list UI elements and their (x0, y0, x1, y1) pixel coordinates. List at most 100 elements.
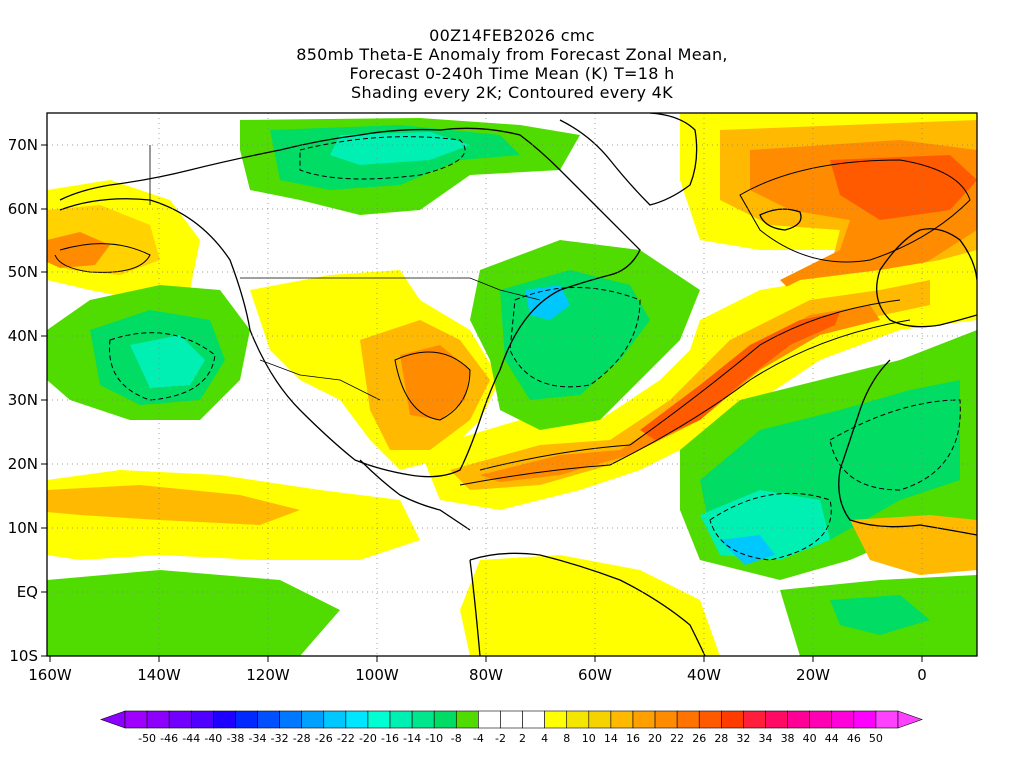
lat-label-50n: 50N (8, 263, 38, 281)
colorbar-swatch (588, 710, 612, 729)
colorbar-swatch (213, 710, 236, 729)
colorbar-swatch (676, 710, 700, 729)
lat-label-70n: 70N (8, 136, 38, 154)
lat-label-60n: 60N (8, 200, 38, 218)
colorbar-swatch (478, 710, 501, 729)
contour-line (459, 319, 911, 486)
coastline-europe (876, 228, 977, 328)
lon-label-120w: 120W (246, 666, 290, 684)
colorbar-swatch (323, 710, 347, 729)
colorbar-label: 14 (604, 732, 618, 745)
colorbar-label: -22 (337, 732, 355, 745)
coastline-greenland (559, 113, 698, 206)
title-line-2: 850mb Theta-E Anomaly from Forecast Zona… (296, 45, 728, 64)
political-borders (149, 145, 541, 401)
anomaly-region-eq-cold-west (47, 570, 340, 656)
colorbar-swatch (411, 710, 435, 729)
colorbar-label: -14 (403, 732, 421, 745)
colorbar-swatch (654, 710, 678, 729)
colorbar-label: 32 (736, 732, 750, 745)
colorbar-swatch (190, 710, 214, 729)
colorbar-label: -44 (182, 732, 200, 745)
colorbar-label: 46 (847, 732, 861, 745)
border-us-canada (240, 277, 541, 301)
lat-label-20n: 20N (8, 455, 38, 473)
colorbar-label: 2 (519, 732, 526, 745)
colorbar-label: 50 (869, 732, 883, 745)
anomaly-region-sam-warm (460, 555, 720, 656)
anomaly-contours (54, 136, 971, 561)
colorbar-label: -2 (495, 732, 506, 745)
colorbar-label: 8 (563, 732, 570, 745)
longitude-axis-labels: 160W 140W 120W 100W 80W 60W 40W 20W 0 (28, 666, 927, 684)
colorbar-label: 34 (758, 732, 772, 745)
colorbar: -50 -46 -44 -40 -38 -34 -32 -28 -26 -22 -20 -16 -14-… (100, 710, 923, 745)
colorbar-swatch (831, 710, 855, 729)
colorbar-arrow-min (100, 710, 126, 729)
coastlines (59, 113, 977, 656)
colorbar-arrow-max (897, 710, 923, 729)
title-line-4: Shading every 2K; Contoured every 4K (351, 83, 673, 102)
colorbar-swatch (367, 710, 391, 729)
map-title-block: 00Z14FEB2026 cmc 850mb Theta-E Anomaly f… (0, 26, 1024, 102)
colorbar-swatch (853, 710, 877, 729)
colorbar-swatch (809, 710, 833, 729)
colorbar-label: 20 (648, 732, 662, 745)
anomaly-region-atlantic-conveyor-max (640, 312, 840, 440)
contour-line (54, 243, 151, 273)
plot-frame (46, 112, 978, 657)
colorbar-swatch (279, 710, 302, 729)
colorbar-label: -40 (204, 732, 222, 745)
colorbar-swatch (124, 710, 148, 729)
contour-line (479, 299, 901, 471)
tick-marks (41, 144, 923, 662)
lon-label-100w: 100W (355, 666, 399, 684)
title-line-3: Forecast 0-240h Time Mean (K) T=18 h (349, 64, 675, 83)
colorbar-label: 22 (670, 732, 684, 745)
colorbar-label: -8 (451, 732, 462, 745)
title-line-1: 00Z14FEB2026 cmc (429, 26, 595, 45)
anomaly-region-waf-warm (850, 515, 977, 575)
lon-label-60w: 60W (578, 666, 612, 684)
lon-label-140w: 140W (137, 666, 181, 684)
coastline-south-america (469, 552, 706, 656)
colorbar-swatch (500, 710, 523, 729)
colorbar-label: -26 (315, 732, 333, 745)
colorbar-label: 10 (582, 732, 596, 745)
anomaly-region-npac-cold-core (130, 335, 205, 388)
anomaly-region-tatl-cold-max (720, 535, 775, 565)
contour-line (109, 332, 216, 401)
colorbar-swatch (787, 710, 810, 729)
colorbar-swatch (389, 710, 413, 729)
colorbar-swatch (743, 710, 766, 729)
anomaly-region-us-warm-core (400, 345, 470, 420)
colorbar-label: -50 (138, 732, 156, 745)
colorbar-swatch (257, 710, 280, 729)
colorbar-swatch (235, 710, 258, 729)
colorbar-label: -38 (226, 732, 244, 745)
lat-label-30n: 30N (8, 391, 38, 409)
colorbar-label: -46 (160, 732, 178, 745)
colorbar-swatch (632, 710, 656, 729)
colorbar-label: 4 (541, 732, 548, 745)
lon-label-0: 0 (917, 666, 927, 684)
colorbar-swatch (301, 710, 325, 729)
colorbar-label: -10 (425, 732, 443, 745)
colorbar-swatch (455, 710, 479, 729)
graticule (47, 113, 977, 656)
colorbar-swatch (433, 710, 457, 729)
anomaly-region-watl-cold-core (525, 285, 570, 320)
coastline-north-america (59, 127, 641, 478)
colorbar-label: 28 (714, 732, 728, 745)
lat-label-10s: 10S (9, 647, 38, 665)
colorbar-swatch (146, 710, 170, 729)
colorbar-label: 16 (626, 732, 640, 745)
colorbar-label: -32 (271, 732, 289, 745)
anomaly-region-arctic-cold-core (330, 132, 470, 165)
colorbar-swatch (721, 710, 744, 729)
lat-label-40n: 40N (8, 327, 38, 345)
colorbar-label: -34 (249, 732, 267, 745)
anomaly-region-tpac-warm-mid (47, 485, 300, 525)
contour-line (739, 159, 971, 263)
